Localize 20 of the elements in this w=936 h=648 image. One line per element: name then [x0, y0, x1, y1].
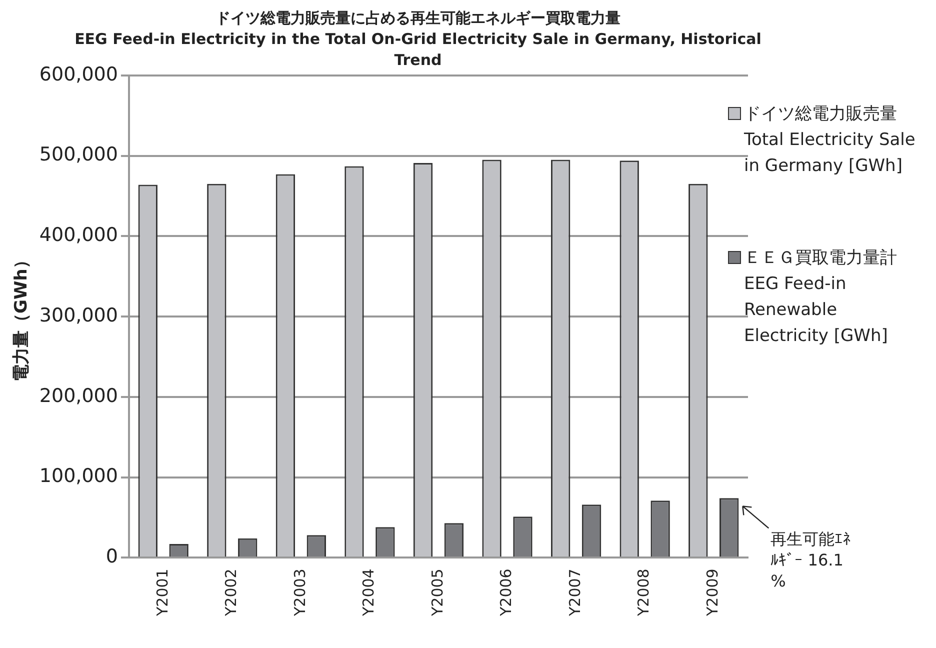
x-tick-label: Y2008: [634, 568, 653, 618]
text: 再生可能ｴﾈﾙｷﾞｰ 16.1%: [770, 529, 851, 590]
legend-label: ＥＥＧ買取電力量計 EEG Feed-in Renewable Electricity [GWh]: [744, 247, 898, 348]
x-tick-label: Y2001: [153, 568, 172, 618]
y-tick-label: 200,000: [39, 384, 118, 407]
chart-title: ドイツ総電力販売量に占める再生可能エネルギー買取電力量: [214, 8, 622, 29]
y-tick-label: 0: [106, 546, 118, 568]
x-tick-label: Y2005: [428, 568, 446, 618]
y-tick-label: 400,000: [39, 224, 118, 246]
x-tick-label: Y2004: [360, 568, 378, 618]
y-tick-label: 500,000: [39, 144, 118, 166]
y-tick-label: 100,000: [39, 465, 118, 488]
x-tick-label: Y2007: [566, 568, 584, 618]
y-tick-label: 300,000: [39, 304, 118, 326]
x-tick-label: Y2006: [497, 568, 516, 618]
x-tick-label: Y2003: [290, 568, 309, 618]
legend-label: ドイツ総電力販売量 Total Electricity Sale in Germany [GWh]: [744, 103, 916, 178]
x-tick-label: Y2009: [704, 568, 722, 618]
y-axis-title: 電力量（GWh）: [12, 252, 32, 382]
x-tick-label: Y2002: [222, 568, 240, 618]
